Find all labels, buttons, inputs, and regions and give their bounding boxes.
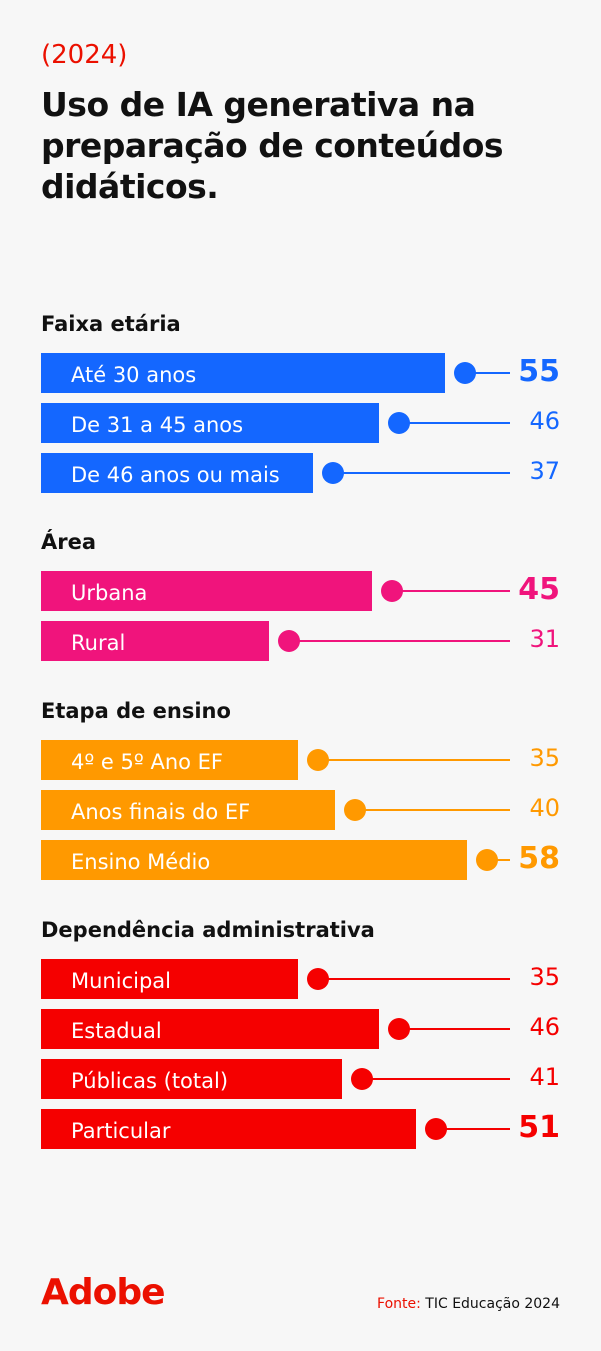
value-label: 37 xyxy=(529,457,560,485)
value-label: 46 xyxy=(529,1013,560,1041)
leader-line xyxy=(318,978,510,980)
leader-line xyxy=(355,809,510,811)
group-heading: Faixa etária xyxy=(41,312,181,336)
bar xyxy=(41,790,335,830)
bar xyxy=(41,571,372,611)
bar-label: Ensino Médio xyxy=(71,850,211,874)
value-label: 55 xyxy=(518,354,560,389)
bar xyxy=(41,959,299,999)
dot-marker xyxy=(344,799,366,821)
group-heading: Etapa de ensino xyxy=(41,699,231,723)
value-label: 40 xyxy=(529,794,560,822)
value-label: 58 xyxy=(518,841,560,876)
year-label: (2024) xyxy=(41,40,128,70)
bar xyxy=(41,621,269,661)
leader-line xyxy=(399,422,510,424)
dot-marker xyxy=(388,412,411,434)
bar-label: Municipal xyxy=(71,969,171,993)
bar-label: Urbana xyxy=(71,581,148,605)
leader-line xyxy=(288,640,510,642)
bar-label: De 46 anos ou mais xyxy=(71,463,280,487)
bar-label: Anos finais do EF xyxy=(71,800,251,824)
source-note: Fonte: TIC Educação 2024 xyxy=(377,1296,560,1312)
leader-line xyxy=(391,590,510,592)
chart-title: Uso de IA generativa na preparação de co… xyxy=(41,85,504,206)
leader-line xyxy=(332,472,510,474)
bar-label: Rural xyxy=(71,631,126,655)
value-label: 51 xyxy=(518,1110,560,1145)
value-label: 35 xyxy=(529,744,560,772)
bar-label: Até 30 anos xyxy=(71,363,197,387)
dot-marker xyxy=(424,1118,447,1140)
bar xyxy=(41,1059,343,1099)
bar-label: 4º e 5º Ano EF xyxy=(71,750,224,774)
dot-marker xyxy=(388,1018,411,1040)
bar xyxy=(41,1109,416,1149)
leader-line xyxy=(487,859,510,861)
bar xyxy=(41,740,299,780)
bar-label: Estadual xyxy=(71,1019,162,1043)
dot-marker xyxy=(476,849,499,871)
dot-marker xyxy=(380,580,403,602)
leader-line xyxy=(318,759,510,761)
dot-marker xyxy=(454,362,477,384)
bar xyxy=(41,353,446,393)
dot-marker xyxy=(307,749,330,771)
dot-marker xyxy=(321,462,344,484)
bar xyxy=(41,403,380,443)
leader-line xyxy=(465,372,510,374)
value-label: 35 xyxy=(529,963,560,991)
dot-marker xyxy=(351,1068,374,1090)
source-text: TIC Educação 2024 xyxy=(425,1296,560,1312)
value-label: 45 xyxy=(518,572,560,607)
value-label: 41 xyxy=(529,1063,560,1091)
bar xyxy=(41,1009,380,1049)
dot-marker xyxy=(307,968,330,990)
value-label: 31 xyxy=(529,625,560,653)
bar xyxy=(41,453,313,493)
leader-line xyxy=(362,1078,510,1080)
leader-line xyxy=(435,1128,510,1130)
source-label: Fonte: xyxy=(377,1296,421,1312)
group-heading: Área xyxy=(41,530,97,554)
bar-label: De 31 a 45 anos xyxy=(71,413,244,437)
adobe-logo: Adobe xyxy=(41,1272,166,1313)
bar-label: Públicas (total) xyxy=(71,1069,229,1093)
bar-label: Particular xyxy=(71,1119,171,1143)
dot-marker xyxy=(277,630,300,652)
bar xyxy=(41,840,468,880)
group-heading: Dependência administrativa xyxy=(41,918,375,942)
leader-line xyxy=(399,1028,510,1030)
value-label: 46 xyxy=(529,407,560,435)
